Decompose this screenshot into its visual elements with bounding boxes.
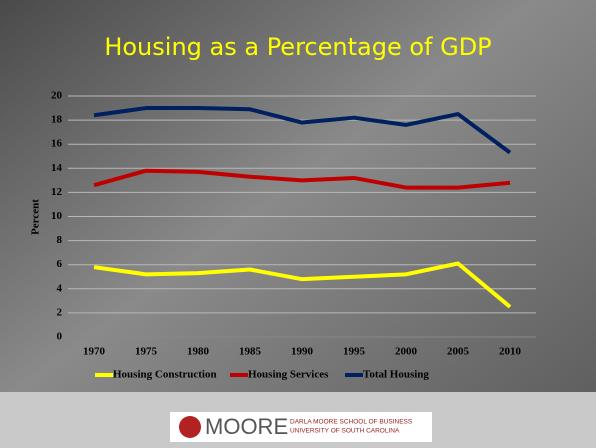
x-tick-label: 1990 [291, 346, 314, 358]
y-tick-label: 16 [51, 138, 63, 150]
series-line [93, 168, 511, 190]
y-tick-label: 20 [51, 90, 63, 102]
x-tick-label: 2005 [447, 346, 470, 358]
chart-title: Housing as a Percentage of GDP [104, 33, 491, 61]
y-tick-label: 4 [57, 282, 63, 294]
x-tick-label: 1995 [343, 346, 366, 358]
y-tick-label: 14 [51, 162, 63, 174]
y-tick-label: 10 [51, 210, 63, 222]
x-tick-label: 1975 [135, 346, 158, 358]
series-line [93, 261, 512, 309]
legend-label: Total Housing [363, 369, 429, 381]
y-tick-label: 8 [57, 234, 63, 246]
y-axis-label: Percent [30, 199, 42, 235]
x-tick-label: 2010 [499, 346, 522, 358]
x-tick-label: 2000 [395, 346, 418, 358]
legend-label: Housing Construction [113, 369, 217, 381]
legend-label: Housing Services [248, 369, 329, 381]
logo-line: DARLA MOORE SCHOOL OF BUSINESS [290, 419, 413, 426]
logo-box [170, 412, 432, 442]
x-tick-label: 1980 [187, 346, 210, 358]
y-tick-label: 6 [57, 258, 63, 270]
y-tick-label: 2 [57, 306, 63, 318]
y-tick-label: 0 [57, 331, 63, 343]
logo-name: MOORE [205, 414, 288, 439]
series-line [93, 106, 512, 155]
y-tick-label: 18 [51, 114, 63, 126]
logo-line: UNIVERSITY OF SOUTH CAROLINA [290, 428, 400, 435]
x-tick-label: 1985 [239, 346, 262, 358]
x-tick-label: 1970 [83, 346, 106, 358]
logo-icon [179, 416, 201, 438]
y-tick-label: 12 [51, 186, 63, 198]
